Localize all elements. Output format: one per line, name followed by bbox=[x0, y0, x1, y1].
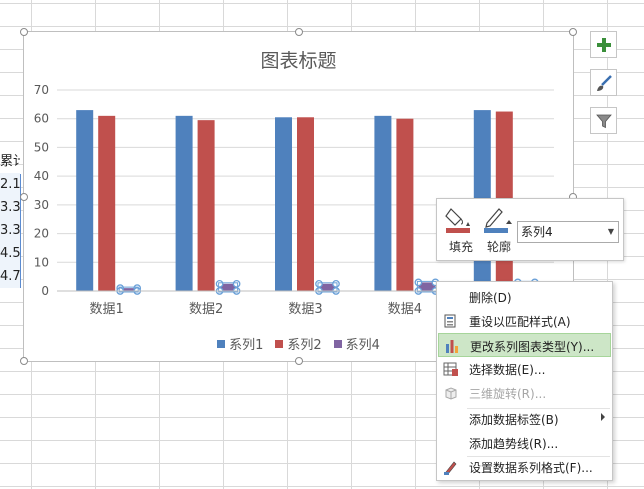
legend[interactable]: 系列1 系列2 系列4 bbox=[24, 334, 573, 353]
reset-style-icon bbox=[444, 314, 456, 328]
resize-handle[interactable] bbox=[20, 193, 28, 201]
menu-separator bbox=[467, 408, 610, 409]
legend-item[interactable]: 系列1 bbox=[217, 334, 263, 353]
y-tick-label: 0 bbox=[41, 284, 49, 298]
y-tick-label: 50 bbox=[34, 140, 49, 154]
y-tick-label: 30 bbox=[34, 198, 49, 212]
bar bbox=[374, 115, 392, 291]
resize-handle[interactable] bbox=[20, 28, 28, 36]
x-tick-label: 数据2 bbox=[189, 302, 223, 317]
outline-label: 轮廓 bbox=[486, 240, 511, 254]
legend-swatch bbox=[275, 339, 284, 348]
menu-item-label: 三维旋转(R)... bbox=[469, 387, 547, 401]
menu-item-label: 添加数据标签(B) bbox=[469, 413, 559, 427]
menu-separator bbox=[467, 456, 610, 457]
brush-icon bbox=[596, 74, 612, 91]
selection-outline bbox=[218, 282, 239, 293]
selection-handle bbox=[232, 279, 241, 288]
cell[interactable]: 4.7 bbox=[0, 265, 20, 288]
y-tick-label: 70 bbox=[34, 83, 49, 97]
menu-item-delete[interactable]: 删除(D) bbox=[438, 285, 611, 309]
menu-item-label: 删除(D) bbox=[469, 291, 512, 305]
selection-handle bbox=[414, 278, 423, 287]
format-mini-toolbar: 填充 轮廓 系列4 ▼ bbox=[436, 198, 624, 261]
partial-column: 累计 2.1 3.3 3.3 4.5 4.7 bbox=[0, 150, 20, 288]
legend-label: 系列4 bbox=[345, 338, 380, 353]
y-tick-label: 40 bbox=[34, 169, 49, 183]
y-tick-label: 10 bbox=[34, 255, 49, 269]
resize-handle[interactable] bbox=[20, 357, 28, 365]
fill-button[interactable]: 填充 bbox=[443, 205, 479, 257]
menu-item-3d-rotation: 三维旋转(R)... bbox=[438, 381, 611, 405]
menu-item-label: 选择数据(E)... bbox=[469, 363, 546, 377]
bar bbox=[98, 115, 116, 291]
fill-label: 填充 bbox=[448, 240, 473, 254]
menu-item-label: 更改系列图表类型(Y)... bbox=[470, 340, 595, 354]
x-tick-label: 数据1 bbox=[90, 302, 124, 317]
cell-header[interactable]: 累计 bbox=[0, 154, 20, 169]
chart-title[interactable]: 图表标题 bbox=[260, 50, 337, 72]
chart-filters-button[interactable] bbox=[590, 107, 617, 134]
menu-item-add-trendline[interactable]: 添加趋势线(R)... bbox=[438, 431, 611, 455]
menu-item-label: 添加趋势线(R)... bbox=[469, 437, 559, 451]
resize-handle[interactable] bbox=[569, 28, 577, 36]
x-tick-label: 数据4 bbox=[388, 302, 422, 317]
menu-item-select-data[interactable]: 选择数据(E)... bbox=[438, 357, 611, 381]
submenu-arrow-icon bbox=[601, 413, 605, 421]
series-dropdown-value: 系列4 bbox=[521, 225, 553, 239]
legend-item[interactable]: 系列2 bbox=[275, 334, 322, 353]
bar bbox=[396, 118, 414, 291]
chevron-down-icon: ▼ bbox=[607, 227, 614, 236]
menu-item-reset-style[interactable]: 重设以匹配样式(A) bbox=[438, 309, 611, 333]
menu-item-change-chart-type[interactable]: 更改系列图表类型(Y)... bbox=[438, 333, 611, 357]
bar bbox=[319, 283, 336, 291]
x-tick-label: 数据3 bbox=[288, 302, 322, 317]
menu-item-label: 重设以匹配样式(A) bbox=[469, 315, 571, 329]
menu-item-add-data-labels[interactable]: 添加数据标签(B) bbox=[438, 407, 611, 431]
y-tick-label: 20 bbox=[34, 227, 49, 241]
selection-handle bbox=[215, 279, 224, 288]
cell[interactable]: 2.1 bbox=[0, 173, 20, 196]
chart-elements-button[interactable] bbox=[590, 31, 617, 58]
bar bbox=[197, 120, 215, 292]
3d-rotation-icon bbox=[445, 387, 457, 400]
selection-outline bbox=[118, 286, 139, 293]
pen-icon bbox=[484, 208, 512, 233]
selection-border bbox=[20, 174, 21, 288]
chart-styles-button[interactable] bbox=[590, 69, 617, 96]
outline-button[interactable]: 轮廓 bbox=[481, 205, 517, 257]
plus-icon bbox=[596, 37, 611, 52]
menu-item-format-data-series[interactable]: 设置数据系列格式(F)... bbox=[438, 455, 611, 479]
paint-bucket-icon bbox=[445, 208, 470, 233]
cell[interactable]: 3.3 bbox=[0, 196, 20, 219]
legend-item[interactable]: 系列4 bbox=[333, 334, 380, 353]
context-menu: 删除(D) 重设以匹配样式(A) 更改系列图表类型(Y)... 选择数据(E).… bbox=[436, 281, 613, 481]
menu-item-label: 设置数据系列格式(F)... bbox=[469, 461, 593, 475]
format-series-icon bbox=[444, 461, 457, 475]
legend-label: 系列2 bbox=[287, 338, 322, 353]
bar bbox=[175, 115, 193, 291]
cell[interactable]: 3.3 bbox=[0, 219, 20, 242]
selection-handle bbox=[332, 279, 340, 288]
legend-swatch bbox=[217, 339, 226, 348]
cell[interactable]: 4.5 bbox=[0, 242, 20, 265]
select-data-icon bbox=[443, 362, 458, 376]
series-dropdown[interactable]: 系列4 ▼ bbox=[517, 221, 619, 243]
selection-outline bbox=[317, 282, 338, 293]
resize-handle[interactable] bbox=[295, 357, 303, 365]
bar bbox=[275, 117, 292, 292]
filter-icon bbox=[595, 114, 612, 128]
y-tick-label: 60 bbox=[34, 112, 49, 126]
bar bbox=[219, 283, 237, 291]
bar bbox=[418, 282, 436, 291]
bar bbox=[76, 110, 94, 291]
legend-label: 系列1 bbox=[229, 338, 264, 353]
resize-handle[interactable] bbox=[295, 28, 303, 36]
bar bbox=[120, 288, 138, 291]
legend-swatch bbox=[333, 339, 342, 348]
selection-handle bbox=[315, 279, 323, 288]
change-chart-type-icon bbox=[446, 340, 458, 353]
bar bbox=[297, 117, 314, 292]
